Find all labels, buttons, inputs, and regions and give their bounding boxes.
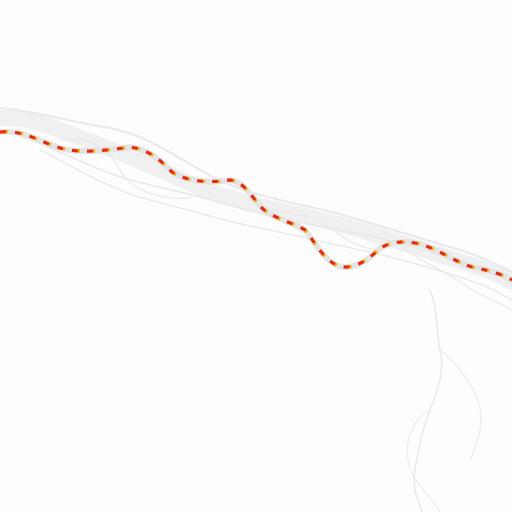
river-braid-c bbox=[399, 244, 512, 311]
river-braid-b bbox=[249, 199, 381, 251]
tributary-branch bbox=[439, 349, 482, 461]
tributary bbox=[406, 289, 482, 512]
river-channel-north bbox=[0, 107, 512, 273]
river-channel-south bbox=[39, 149, 512, 301]
route[interactable] bbox=[0, 128, 512, 283]
river-braid-a bbox=[59, 138, 191, 199]
tributary-branch-2 bbox=[406, 409, 441, 512]
route-dashes-red[interactable] bbox=[0, 130, 512, 282]
